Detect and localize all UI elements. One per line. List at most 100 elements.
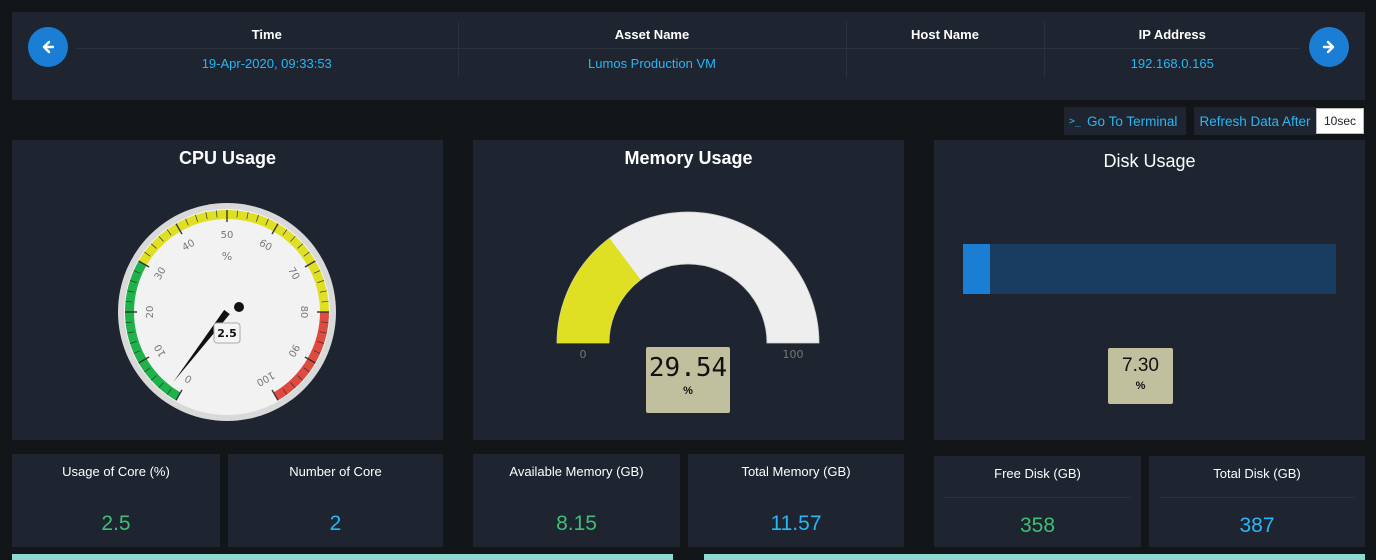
memory-value-box: 29.54 % xyxy=(646,347,730,413)
column-header-ip-address: IP Address xyxy=(1044,22,1300,49)
cpu-gauge-minor-tick xyxy=(303,367,310,373)
cpu-gauge-minor-tick xyxy=(256,214,259,222)
number-of-core-label: Number of Core xyxy=(289,464,382,479)
column-header-time: Time xyxy=(76,22,459,49)
cpu-usage-title: CPU Usage xyxy=(178,148,277,168)
cpu-gauge-minor-tick xyxy=(129,341,137,344)
usage-of-core-value: 2.5 xyxy=(101,512,131,535)
cpu-gauge-minor-tick xyxy=(236,210,239,218)
cpu-gauge-band-green xyxy=(124,261,181,401)
column-header-asset-name: Asset Name xyxy=(458,22,847,49)
memory-gauge-track xyxy=(556,211,820,344)
cpu-gauge-minor-tick xyxy=(313,270,321,274)
disk-usage-bar-fill xyxy=(963,244,991,294)
memory-usage-title: Memory Usage xyxy=(624,148,753,168)
available-memory-label: Available Memory (GB) xyxy=(509,464,644,479)
cpu-gauge-minor-tick xyxy=(317,341,325,344)
cpu-gauge-minor-tick xyxy=(166,229,172,236)
arrow-left-icon xyxy=(42,40,55,54)
free-disk-divider xyxy=(944,497,1131,498)
cpu-gauge-minor-tick xyxy=(158,235,164,242)
cpu-gauge-minor-tick xyxy=(265,218,269,226)
cpu-gauge-minor-tick xyxy=(133,350,141,354)
cpu-gauge-needle-hub xyxy=(234,302,244,312)
cpu-gauge-minor-tick xyxy=(195,214,198,222)
disk-usage-title: Disk Usage xyxy=(1103,151,1196,171)
terminal-icon: >_ xyxy=(1069,115,1082,127)
cpu-gauge-minor-tick xyxy=(290,382,296,389)
cpu-gauge-band-yellow xyxy=(138,210,329,312)
cpu-gauge-major-tick xyxy=(271,389,279,401)
time-value: 19-Apr-2020, 09:33:53 xyxy=(76,48,459,78)
available-memory-value: 8.15 xyxy=(556,512,597,535)
cpu-gauge-tick-label: 80 xyxy=(298,306,309,319)
cpu-gauge-minor-tick xyxy=(129,280,137,283)
total-disk-label: Total Disk (GB) xyxy=(1213,466,1301,481)
cpu-gauge-minor-tick xyxy=(282,388,288,395)
memory-gauge: 0 100 xyxy=(556,211,820,361)
total-memory-value: 11.57 xyxy=(770,512,822,535)
next-button[interactable] xyxy=(1309,27,1349,67)
total-disk-card: Total Disk (GB) 387 xyxy=(1149,456,1365,547)
cpu-gauge-minor-tick xyxy=(127,331,135,334)
disk-usage-panel: Disk Usage 7.30 % xyxy=(934,140,1365,440)
cpu-gauge-band-red xyxy=(273,312,329,401)
cpu-gauge-tick-label: 20 xyxy=(145,306,156,319)
cpu-gauge-minor-tick xyxy=(133,270,141,274)
memory-value: 29.54 xyxy=(648,353,728,383)
cpu-gauge-minor-tick xyxy=(150,375,157,381)
cpu-gauge-minor-tick xyxy=(319,331,327,334)
cpu-gauge-minor-tick xyxy=(290,235,296,242)
number-of-core-card: Number of Core 2 xyxy=(228,454,443,547)
cpu-usage-panel: CPU Usage 0 10 20 30 40 50 60 70 80 90 100% 2.5 xyxy=(12,140,443,440)
go-to-terminal-button[interactable]: >_ Go To Terminal xyxy=(1064,107,1186,135)
disk-value: 7.30 xyxy=(1122,355,1159,376)
cpu-gauge-minor-tick xyxy=(127,290,135,293)
arrow-right-icon xyxy=(1322,40,1335,54)
cpu-gauge-minor-tick xyxy=(297,243,304,249)
total-memory-card: Total Memory (GB) 11.57 xyxy=(688,454,904,547)
cpu-gauge-tick-label: 0 xyxy=(183,372,194,385)
free-disk-card: Free Disk (GB) 358 xyxy=(934,456,1141,547)
total-memory-label: Total Memory (GB) xyxy=(741,464,851,479)
column-header-host-name: Host Name xyxy=(846,22,1045,49)
usage-of-core-card: Usage of Core (%) 2.5 xyxy=(12,454,220,547)
total-disk-divider xyxy=(1159,497,1355,498)
cpu-gauge-minor-tick xyxy=(150,243,157,249)
cpu-gauge-unit: % xyxy=(222,250,232,263)
refresh-interval-input[interactable]: 10sec xyxy=(1316,108,1364,134)
memory-gauge-fill xyxy=(557,238,641,343)
cpu-gauge-minor-tick xyxy=(321,321,329,324)
cpu-gauge-major-tick xyxy=(304,356,316,364)
cpu-gauge-minor-tick xyxy=(246,212,249,220)
cpu-gauge-minor-tick xyxy=(313,350,321,354)
memory-unit: % xyxy=(683,385,693,397)
cpu-gauge-minor-tick xyxy=(297,375,304,381)
disk-usage-bar xyxy=(963,244,1336,294)
cpu-gauge-minor-tick xyxy=(144,367,151,373)
go-to-terminal-label: Go To Terminal xyxy=(1087,113,1178,129)
ip-address-value: 192.168.0.165 xyxy=(1130,55,1214,71)
memory-gauge-max-label: 100 xyxy=(783,348,804,361)
cpu-gauge-major-tick xyxy=(138,356,150,364)
cpu-gauge-minor-tick xyxy=(303,251,310,257)
host-name-value xyxy=(846,48,1045,78)
cpu-gauge-minor-tick xyxy=(144,251,151,257)
available-memory-card: Available Memory (GB) 8.15 xyxy=(473,454,680,547)
cpu-gauge-minor-tick xyxy=(185,218,189,226)
cpu-gauge-major-tick xyxy=(304,260,316,268)
cpu-gauge-minor-tick xyxy=(125,321,133,324)
asset-info-panel: Time Asset Name Host Name IP Address 19-… xyxy=(12,12,1365,100)
cpu-gauge-value: 2.5 xyxy=(217,327,237,340)
free-disk-label: Free Disk (GB) xyxy=(994,466,1081,481)
memory-usage-panel: Memory Usage 0 100 29.54 % xyxy=(473,140,904,440)
cpu-gauge-major-tick xyxy=(271,223,279,235)
cpu-gauge-minor-tick xyxy=(321,300,329,303)
asset-info-table: Time Asset Name Host Name IP Address 19-… xyxy=(76,22,1300,78)
cpu-gauge-value-box xyxy=(213,322,241,344)
cpu-gauge-minor-tick xyxy=(319,290,327,293)
cpu-gauge-minor-tick xyxy=(205,212,208,220)
previous-button[interactable] xyxy=(28,27,68,67)
next-panel-edge-left xyxy=(12,554,673,560)
